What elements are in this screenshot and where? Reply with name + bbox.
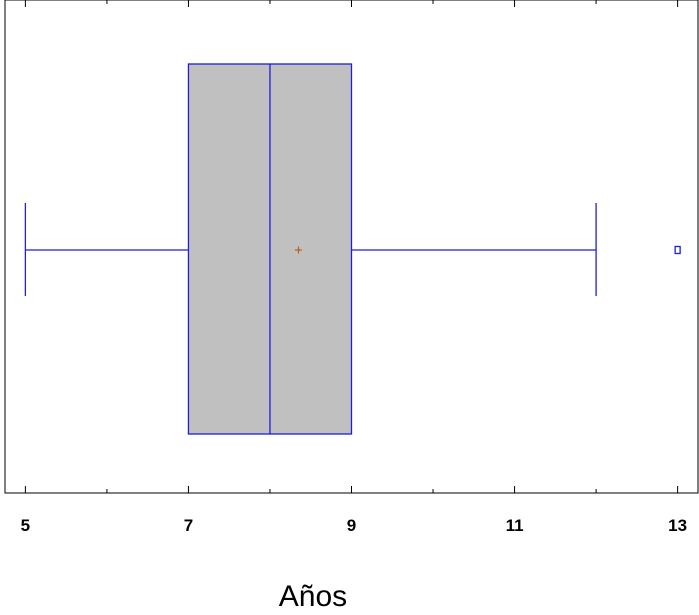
x-tick-label: 5 (21, 516, 30, 535)
x-axis: 5 7 9 11 13 (21, 0, 687, 535)
box-group (24, 63, 681, 435)
x-tick-label: 11 (506, 516, 524, 535)
x-axis-label: Años (279, 580, 347, 610)
outlier-point (674, 245, 681, 255)
mean-marker (295, 246, 303, 254)
x-tick-label: 13 (668, 516, 687, 535)
x-tick-label: 9 (347, 516, 356, 535)
x-tick-label: 7 (184, 516, 193, 535)
